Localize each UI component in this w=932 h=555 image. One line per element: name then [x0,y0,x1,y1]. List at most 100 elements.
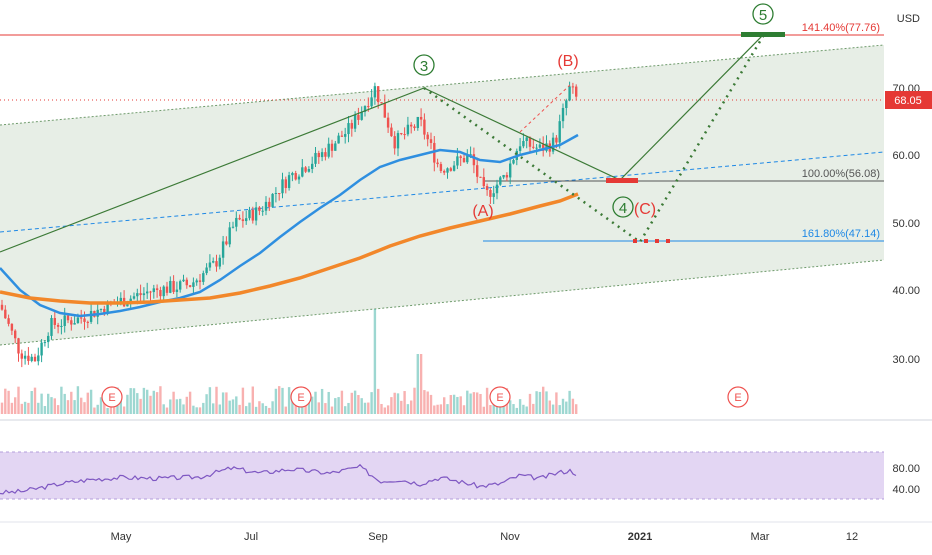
candle-body [423,119,426,135]
candle-body [466,154,469,163]
candle-body [7,318,10,324]
candle-body [403,134,406,136]
wave-3-circle [413,54,435,76]
volume-bar [205,394,208,414]
volume-bar [479,393,482,414]
volume-bar [353,390,357,414]
volume-bar [175,399,179,414]
candle-body [241,219,245,222]
candle-body [208,262,212,268]
volume-bar [548,400,551,414]
volume-bar [60,386,63,414]
volume-bar [344,406,347,414]
volume-bar [241,387,245,414]
candle-body [149,291,152,293]
candle-body [73,323,76,325]
volume-bar [495,405,499,414]
volume-bar [396,393,400,414]
candle-body [119,297,122,303]
volume-bar [136,393,139,414]
time-tick-label: 12 [846,531,858,543]
volume-bar [320,388,324,414]
candle-body [136,293,139,297]
volume-bar [159,386,162,414]
volume-bar [50,397,53,414]
candle-body [350,123,353,129]
candle-body [271,193,274,207]
volume-bar [231,399,235,414]
candle-body [159,290,162,297]
volume-bar [324,403,327,414]
volume-bar [561,398,565,414]
volume-bar [350,392,353,414]
volume-bar [93,407,96,414]
volume-bar [446,404,449,414]
volume-bar [568,390,571,414]
candle-body [492,193,495,197]
candle-body [525,137,528,142]
candle-body [66,315,70,321]
candle-body [162,286,165,297]
sma-long-line [0,192,579,305]
volume-bar [86,392,89,414]
candle-body [212,261,215,263]
rsi-tick-label: 80.00 [892,463,920,475]
earnings-markers: E E E E [101,386,749,408]
candle-body [456,156,459,166]
time-tick-label: 2021 [628,531,652,543]
volume-bar [248,402,251,414]
earnings-marker[interactable]: E [290,386,312,408]
wave-c-target-dots [633,239,670,243]
candle-body [258,207,261,211]
candle-body [245,218,248,222]
price-axis-panel[interactable] [885,0,932,420]
candle-body [459,156,462,158]
volume-bar [96,404,99,414]
candle-body [0,304,4,310]
earnings-marker[interactable]: E [727,386,749,408]
earnings-marker[interactable]: E [489,386,511,408]
candle-body [43,342,47,344]
earnings-marker[interactable]: E [101,386,123,408]
candle-body [512,159,515,164]
volume-bar [221,392,225,414]
volume-bar [10,402,14,414]
volume-bar [307,398,311,414]
candle-body [568,86,571,101]
candle-body [393,136,396,149]
candle-body [106,301,109,314]
volume-bar [337,397,340,414]
volume-bar [532,403,535,414]
candle-body [386,117,390,128]
candle-body [462,157,466,163]
volume-bar [169,399,172,414]
volume-bar [518,399,522,414]
candle-body [291,173,294,176]
candle-body [155,288,159,291]
volume-bar [83,402,86,414]
candle-body [205,267,208,274]
candle-body [63,315,66,326]
time-tick-label: Nov [500,531,520,543]
volume-bar [433,405,436,414]
time-axis-ticks[interactable]: May Jul Sep Nov 2021 Mar 12 [111,531,859,543]
price-tick-label: 40.00 [892,285,920,297]
candle-body [56,324,60,327]
volume-bar [522,404,525,414]
volume-bar [63,393,66,414]
candle-body [377,86,380,103]
candle-body [469,154,472,156]
rsi-tick-label: 40.00 [892,484,920,496]
candle-body [152,288,155,293]
fib-100-label: 100.00%(56.08) [802,168,880,180]
candle-body [528,137,532,147]
volume-bar [139,398,142,414]
candle-body [10,323,14,331]
volume-bar [0,402,4,414]
candle-body [218,257,221,267]
candle-body [89,310,93,322]
volume-bar [278,386,281,414]
volume-bar [268,407,271,414]
volume-bar [258,401,261,414]
